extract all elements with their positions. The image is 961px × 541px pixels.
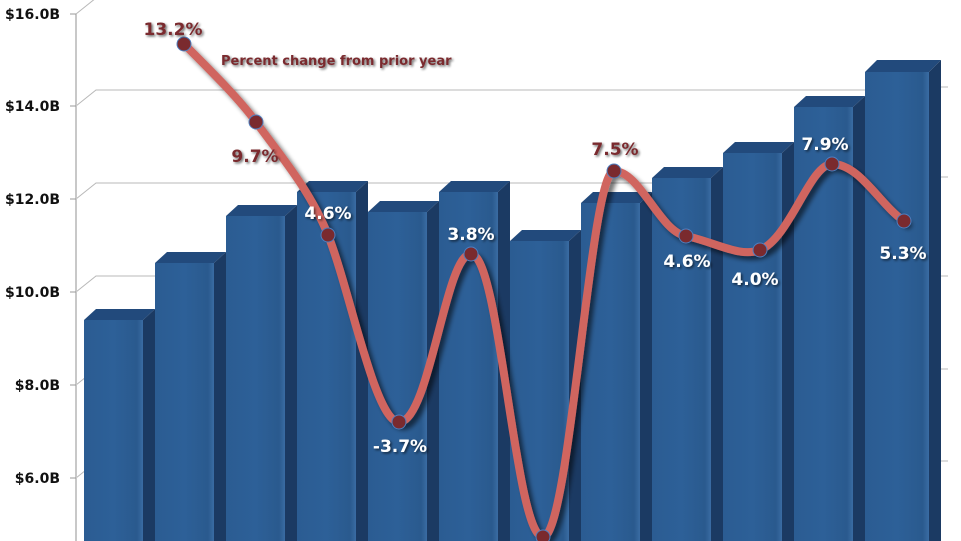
data-label: 4.0% bbox=[731, 270, 778, 290]
data-labels: 13.2% 9.7% 4.6% -3.7% 3.8% 7.5% 4.6% 4.0… bbox=[144, 20, 927, 457]
data-label: 13.2% bbox=[144, 20, 203, 40]
y-axis: $16.0B $14.0B $12.0B $10.0B $8.0B $6.0B bbox=[5, 7, 77, 541]
marker[interactable] bbox=[176, 36, 192, 52]
data-label: 7.5% bbox=[591, 140, 638, 160]
data-label: 4.6% bbox=[663, 252, 710, 272]
bar[interactable] bbox=[155, 252, 226, 541]
line-markers bbox=[176, 36, 912, 541]
marker[interactable] bbox=[248, 114, 264, 130]
y-tick-label: $10.0B bbox=[5, 285, 60, 301]
marker[interactable] bbox=[391, 414, 407, 430]
y-tick-label: $8.0B bbox=[15, 378, 60, 394]
data-label: 3.8% bbox=[447, 225, 494, 245]
bar[interactable] bbox=[510, 230, 581, 541]
bar[interactable] bbox=[226, 205, 297, 541]
marker[interactable] bbox=[320, 227, 336, 243]
y-tick-label: $6.0B bbox=[15, 471, 60, 487]
bar[interactable] bbox=[368, 201, 439, 541]
y-tick-label: $14.0B bbox=[5, 99, 60, 115]
bar[interactable] bbox=[794, 96, 865, 541]
marker[interactable] bbox=[463, 246, 479, 262]
bars bbox=[84, 60, 941, 541]
y-tick-label: $16.0B bbox=[5, 7, 60, 23]
data-label: -3.7% bbox=[373, 437, 427, 457]
marker[interactable] bbox=[752, 242, 768, 258]
data-label: 5.3% bbox=[879, 244, 926, 264]
marker[interactable] bbox=[896, 213, 912, 229]
bar[interactable] bbox=[297, 181, 368, 541]
data-label: 9.7% bbox=[231, 147, 278, 167]
data-label: 7.9% bbox=[801, 135, 848, 155]
bar[interactable] bbox=[84, 309, 155, 541]
series-annotation: Percent change from prior year bbox=[221, 54, 452, 69]
right-axis-ticks bbox=[940, 86, 948, 462]
marker[interactable] bbox=[678, 228, 694, 244]
bar[interactable] bbox=[581, 192, 652, 541]
bar[interactable] bbox=[723, 142, 794, 541]
marker[interactable] bbox=[535, 529, 551, 541]
marker[interactable] bbox=[606, 163, 622, 179]
data-label: 4.6% bbox=[304, 204, 351, 224]
y-tick-label: $12.0B bbox=[5, 192, 60, 208]
bar[interactable] bbox=[865, 60, 941, 541]
marker[interactable] bbox=[824, 156, 840, 172]
